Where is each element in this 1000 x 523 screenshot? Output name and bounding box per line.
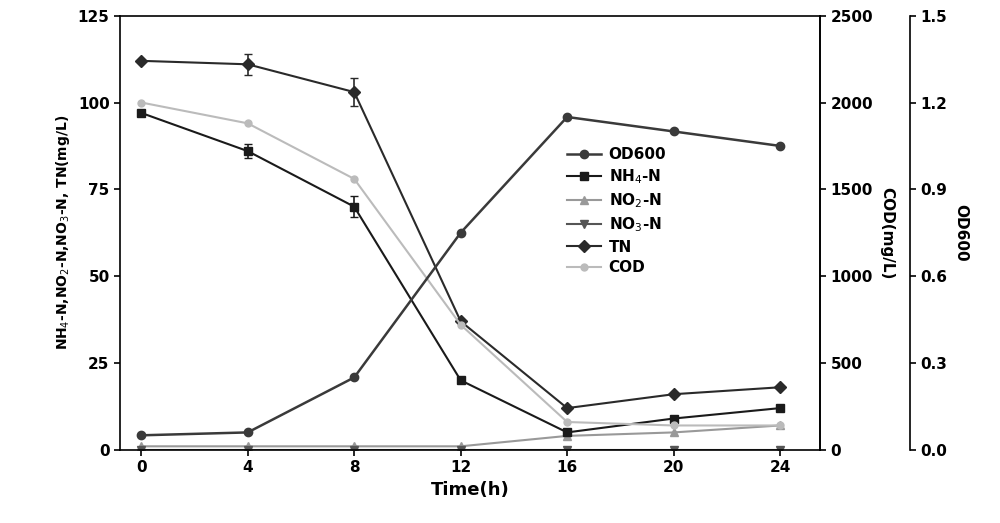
Y-axis label: OD600: OD600 (954, 204, 969, 262)
Legend: OD600, NH$_4$-N, NO$_2$-N, NO$_3$-N, TN, COD: OD600, NH$_4$-N, NO$_2$-N, NO$_3$-N, TN,… (561, 141, 672, 281)
Y-axis label: COD(mg/L): COD(mg/L) (879, 187, 894, 279)
Y-axis label: NH$_4$-N,NO$_2$-N,NO$_3$-N, TN(mg/L): NH$_4$-N,NO$_2$-N,NO$_3$-N, TN(mg/L) (54, 115, 72, 350)
X-axis label: Time(h): Time(h) (431, 481, 509, 499)
